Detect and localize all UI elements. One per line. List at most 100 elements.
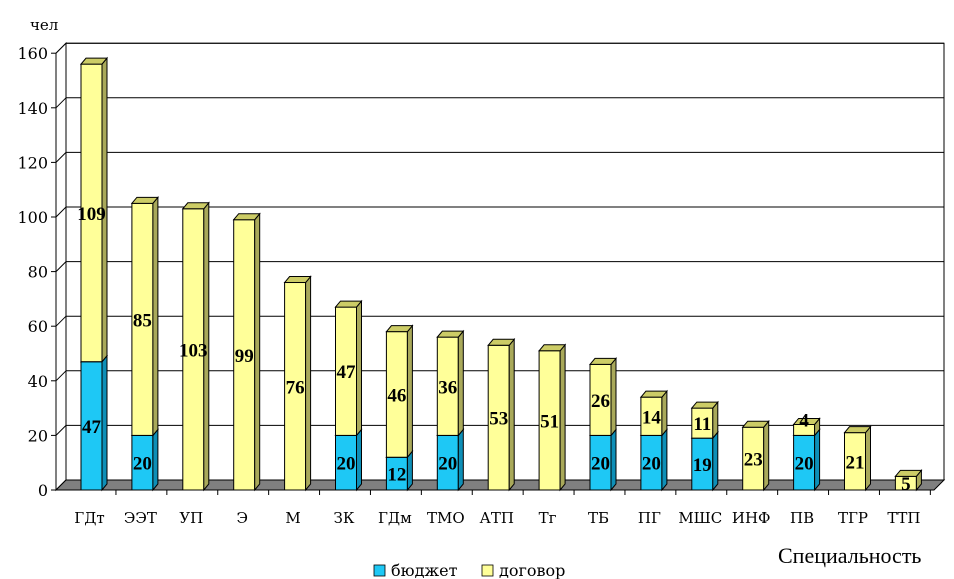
gridline-side	[55, 42, 67, 54]
bar-top	[894, 469, 923, 477]
axis-layer: 0 20 40 60 80 100 120 140 160 ГДт ЭЭТ УП Э М ЗК ГДм ТМО А…	[17, 44, 934, 527]
bar-side	[356, 428, 362, 492]
data-label: 20	[133, 454, 152, 475]
data-label: 21	[846, 452, 865, 473]
bar-top	[334, 300, 363, 308]
bar-side	[712, 430, 719, 492]
data-label: 103	[179, 340, 208, 361]
labels-layer: 47 109 20 85 103 99 76 20 47 12 46 20 36 53 51 20 26 20 14…	[77, 204, 910, 495]
gridline-side	[55, 261, 67, 272]
legend-swatch-contract	[481, 564, 494, 577]
bar-top	[690, 401, 719, 409]
bar-segment-contract	[538, 343, 567, 492]
bar-top	[232, 213, 261, 221]
bar-segment-contract	[588, 357, 618, 437]
data-label: 11	[693, 414, 711, 435]
gridline-side	[55, 152, 67, 163]
legend: бюджет договор	[373, 561, 565, 579]
y-tick-label: 160	[17, 44, 48, 63]
data-label: 19	[693, 455, 712, 476]
data-label: 85	[133, 310, 152, 331]
bar-segment-contract	[792, 417, 821, 437]
y-tick-label: 80	[28, 263, 48, 282]
x-tick-label: ТГР	[838, 509, 868, 527]
data-label: 47	[82, 417, 102, 438]
gridline-side	[55, 97, 67, 109]
x-axis-title: Специальность	[778, 543, 921, 568]
x-tick-label: ТБ	[588, 509, 609, 527]
bar-segment-contract	[181, 201, 210, 492]
bar-side	[610, 428, 617, 492]
bar-top	[181, 202, 210, 210]
gridline-side	[55, 370, 67, 382]
bar-side	[457, 329, 464, 437]
bar-segment-contract	[283, 275, 312, 492]
bar-segment-contract	[436, 329, 465, 437]
bar-segment-contract	[385, 324, 414, 459]
bar-side	[763, 419, 770, 492]
data-label: 26	[591, 391, 610, 412]
x-tick-label: ГДт	[74, 509, 104, 527]
bar-side	[152, 195, 159, 437]
bar-top	[283, 276, 312, 284]
data-label: 99	[235, 346, 254, 367]
gridline-side	[55, 206, 67, 218]
bar-top	[385, 325, 414, 333]
y-tick-label: 40	[28, 372, 48, 391]
bar-top	[741, 420, 770, 428]
bar-top	[130, 196, 159, 204]
data-label: 23	[744, 450, 763, 471]
data-label: 46	[387, 385, 406, 406]
bar-side	[356, 299, 362, 437]
y-tick-label: 20	[28, 426, 48, 445]
bar-top	[538, 344, 567, 352]
data-label: 51	[540, 411, 559, 432]
bar-top	[436, 330, 465, 338]
bar-segment-contract	[130, 195, 159, 437]
bar-side	[305, 275, 312, 492]
x-tick-label: М	[285, 509, 300, 527]
bar-side	[865, 425, 871, 492]
legend-swatch-budget	[373, 564, 386, 577]
bar-side	[101, 354, 108, 492]
bar-top	[79, 57, 109, 65]
data-label: 20	[438, 454, 457, 475]
bar-segment-contract	[334, 299, 363, 437]
x-tick-label: МШС	[678, 509, 722, 527]
y-tick-label: 0	[38, 481, 48, 500]
bar-side	[457, 428, 464, 492]
data-label: 109	[77, 204, 106, 225]
bar-side	[661, 428, 668, 492]
bar-segment-contract	[843, 425, 872, 492]
x-tick-label: ТМО	[427, 509, 465, 527]
data-label: 5	[901, 474, 911, 495]
bar-segment-contract	[639, 389, 668, 437]
x-tick-label: Тг	[539, 509, 557, 527]
bar-segment-contract	[79, 56, 109, 364]
y-tick-label: 100	[17, 208, 48, 227]
data-label: 36	[438, 377, 457, 398]
x-tick-label: Э	[236, 509, 247, 527]
bar-side	[610, 357, 617, 437]
gridline-side	[55, 425, 67, 436]
bar-side	[559, 343, 566, 492]
bar-segment-contract	[894, 468, 923, 492]
data-label: 53	[489, 409, 508, 430]
x-tick-label: ТТП	[887, 509, 920, 527]
data-label: 12	[387, 465, 406, 486]
bar-top	[487, 338, 516, 346]
x-tick-label: ЗК	[334, 509, 355, 527]
data-label: 20	[337, 454, 356, 475]
x-tick-label: ГДм	[378, 509, 412, 527]
y-axis-title: чел	[30, 16, 58, 34]
data-label: 20	[795, 454, 814, 475]
bar-side	[814, 428, 821, 492]
y-tick-label: 140	[17, 99, 48, 118]
bar-top	[639, 390, 668, 398]
bar-segment-contract	[232, 212, 261, 492]
bar-top	[588, 357, 618, 365]
x-tick-label: ПГ	[638, 509, 661, 527]
data-label: 76	[286, 377, 305, 398]
bar-side	[254, 212, 261, 492]
